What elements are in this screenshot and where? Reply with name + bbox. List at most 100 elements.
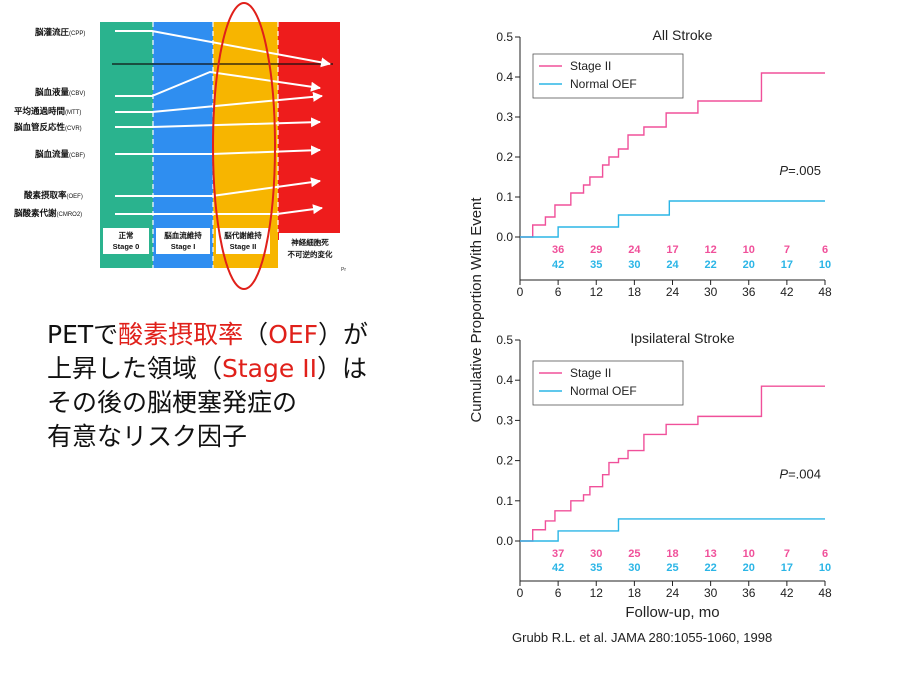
x-tick-label: 36 (742, 285, 756, 299)
at-risk-stage2: 13 (705, 548, 717, 560)
legend-label: Stage II (570, 366, 611, 380)
main-message: PETで酸素摂取率（OEF）が 上昇した領域（Stage II）は その後の脳梗… (47, 318, 447, 454)
x-tick-label: 30 (704, 285, 718, 299)
at-risk-stage2: 17 (666, 244, 678, 256)
param-label-cpp: 脳灌流圧(CPP) (34, 27, 85, 37)
legend: Stage II Normal OEF (532, 53, 684, 99)
p-value: P=.004 (779, 467, 821, 482)
at-risk-normal: 35 (590, 562, 602, 574)
stage0-label-line2: Stage 0 (113, 242, 140, 251)
x-tick-label: 42 (780, 285, 794, 299)
at-risk-normal: 20 (743, 562, 755, 574)
message-line-1: PETで酸素摂取率（OEF）が (47, 320, 369, 349)
at-risk-normal: 17 (781, 562, 793, 574)
at-risk-stage2: 30 (590, 548, 602, 560)
legend-label: Normal OEF (570, 77, 637, 91)
y-tick-label: 0.5 (496, 333, 513, 347)
x-tick-label: 0 (517, 586, 524, 600)
at-risk-normal: 30 (628, 259, 640, 271)
param-label-mtt: 平均通過時間(MTT) (14, 106, 81, 116)
x-tick-label: 6 (555, 285, 562, 299)
param-label-cbv: 脳血液量(CBV) (34, 87, 85, 97)
at-risk-normal: 17 (781, 259, 793, 271)
at-risk-stage2: 25 (628, 548, 640, 560)
citation: Grubb R.L. et al. JAMA 280:1055-1060, 19… (512, 630, 773, 645)
param-label-cmro2: 脳酸素代謝(CMRO2) (13, 208, 82, 218)
at-risk-stage2: 6 (822, 244, 828, 256)
legend-label: Stage II (570, 59, 611, 73)
stage2-curve (520, 385, 825, 542)
at-risk-stage2: 29 (590, 244, 602, 256)
x-tick-label: 18 (628, 586, 642, 600)
normal-oef-curve (520, 518, 825, 542)
trend-arrow-cpp (115, 30, 331, 68)
y-tick-label: 0.2 (496, 454, 513, 468)
y-tick-label: 0.2 (496, 150, 513, 164)
y-tick-label: 0.4 (496, 373, 513, 387)
stage-diagram: 脳灌流圧(CPP) 脳血液量(CBV) 平均通過時間(MTT) 脳血管反応性(C… (13, 2, 346, 290)
at-risk-normal: 24 (666, 259, 679, 271)
legend: Stage II Normal OEF (532, 360, 684, 406)
at-risk-stage2: 12 (705, 244, 717, 256)
km-charts: 0.0 0.1 0.2 0.3 0.4 0.5 0 6 12 18 24 30 36 42 48 All St… (468, 27, 832, 621)
at-risk-normal: 20 (743, 259, 755, 271)
at-risk-stage2: 18 (666, 548, 678, 560)
at-risk-stage2: 7 (784, 244, 790, 256)
stage0-label-line1: 正常 (119, 230, 134, 240)
trend-arrow-cbv (115, 70, 321, 97)
trend-arrow-oef (115, 177, 321, 197)
normal-oef-curve (520, 200, 825, 238)
stage2-block (213, 22, 278, 268)
death-block (278, 22, 340, 240)
at-risk-normal: 42 (552, 562, 564, 574)
x-tick-label: 42 (780, 586, 794, 600)
at-risk-stage2: 6 (822, 548, 828, 560)
param-label-cbf: 脳血流量(CBF) (34, 149, 85, 159)
y-tick-label: 0.3 (496, 413, 513, 427)
x-tick-label: 18 (628, 285, 642, 299)
death-label-line1: 神経細胞死 (291, 237, 329, 247)
x-tick-label: 48 (818, 285, 832, 299)
trend-arrow-mtt (115, 91, 323, 113)
x-tick-label: 12 (590, 285, 604, 299)
y-tick-label: 0.4 (496, 70, 513, 84)
at-risk-stage2: 24 (628, 244, 641, 256)
y-tick-label: 0.0 (496, 230, 513, 244)
stage1-label-line2: Stage I (171, 242, 196, 251)
x-tick-label: 30 (704, 586, 718, 600)
stage2-label-box (216, 228, 270, 254)
legend-box (532, 360, 684, 406)
at-risk-normal: 22 (705, 562, 717, 574)
y-tick-label: 0.5 (496, 30, 513, 44)
x-tick-label: 36 (742, 586, 756, 600)
x-tick-label: 48 (818, 586, 832, 600)
y-tick-label: 0.1 (496, 494, 513, 508)
stage1-label-box (156, 228, 210, 254)
stage2-highlight-ellipse (212, 2, 276, 290)
x-tick-label: 24 (666, 285, 680, 299)
at-risk-normal: 22 (705, 259, 717, 271)
y-tick-label: 0.1 (496, 190, 513, 204)
at-risk-normal: 25 (666, 562, 678, 574)
at-risk-normal: 35 (590, 259, 602, 271)
at-risk-stage2: 10 (743, 244, 755, 256)
x-tick-label: 12 (590, 586, 604, 600)
legend-box (532, 53, 684, 99)
x-axis-title: Follow-up, mo (625, 604, 719, 621)
message-line-4: 有意なリスク因子 (47, 422, 248, 451)
p-value: P=.005 (779, 163, 821, 178)
km-panel: 0.0 0.1 0.2 0.3 0.4 0.5 0 6 12 18 24 30 36 42 48 All St… (496, 27, 832, 299)
death-label-line2: 不可逆的変化 (288, 249, 333, 259)
at-risk-stage2: 7 (784, 548, 790, 560)
x-tick-label: 24 (666, 586, 680, 600)
message-line-2: 上昇した領域（Stage II）は (47, 354, 367, 383)
panel-title: All Stroke (653, 27, 713, 43)
param-label-cvr: 脳血管反応性(CVR) (13, 122, 82, 132)
stage0-label-box (103, 228, 149, 254)
death-label-box (279, 233, 341, 263)
trend-arrow-cvr (115, 117, 321, 128)
trend-arrow-cbf (115, 145, 321, 156)
at-risk-stage2: 36 (552, 244, 564, 256)
km-panel: 0.0 0.1 0.2 0.3 0.4 0.5 0 6 12 18 24 30 36 42 48 Ipsila… (496, 330, 832, 621)
at-risk-normal: 10 (819, 259, 831, 271)
